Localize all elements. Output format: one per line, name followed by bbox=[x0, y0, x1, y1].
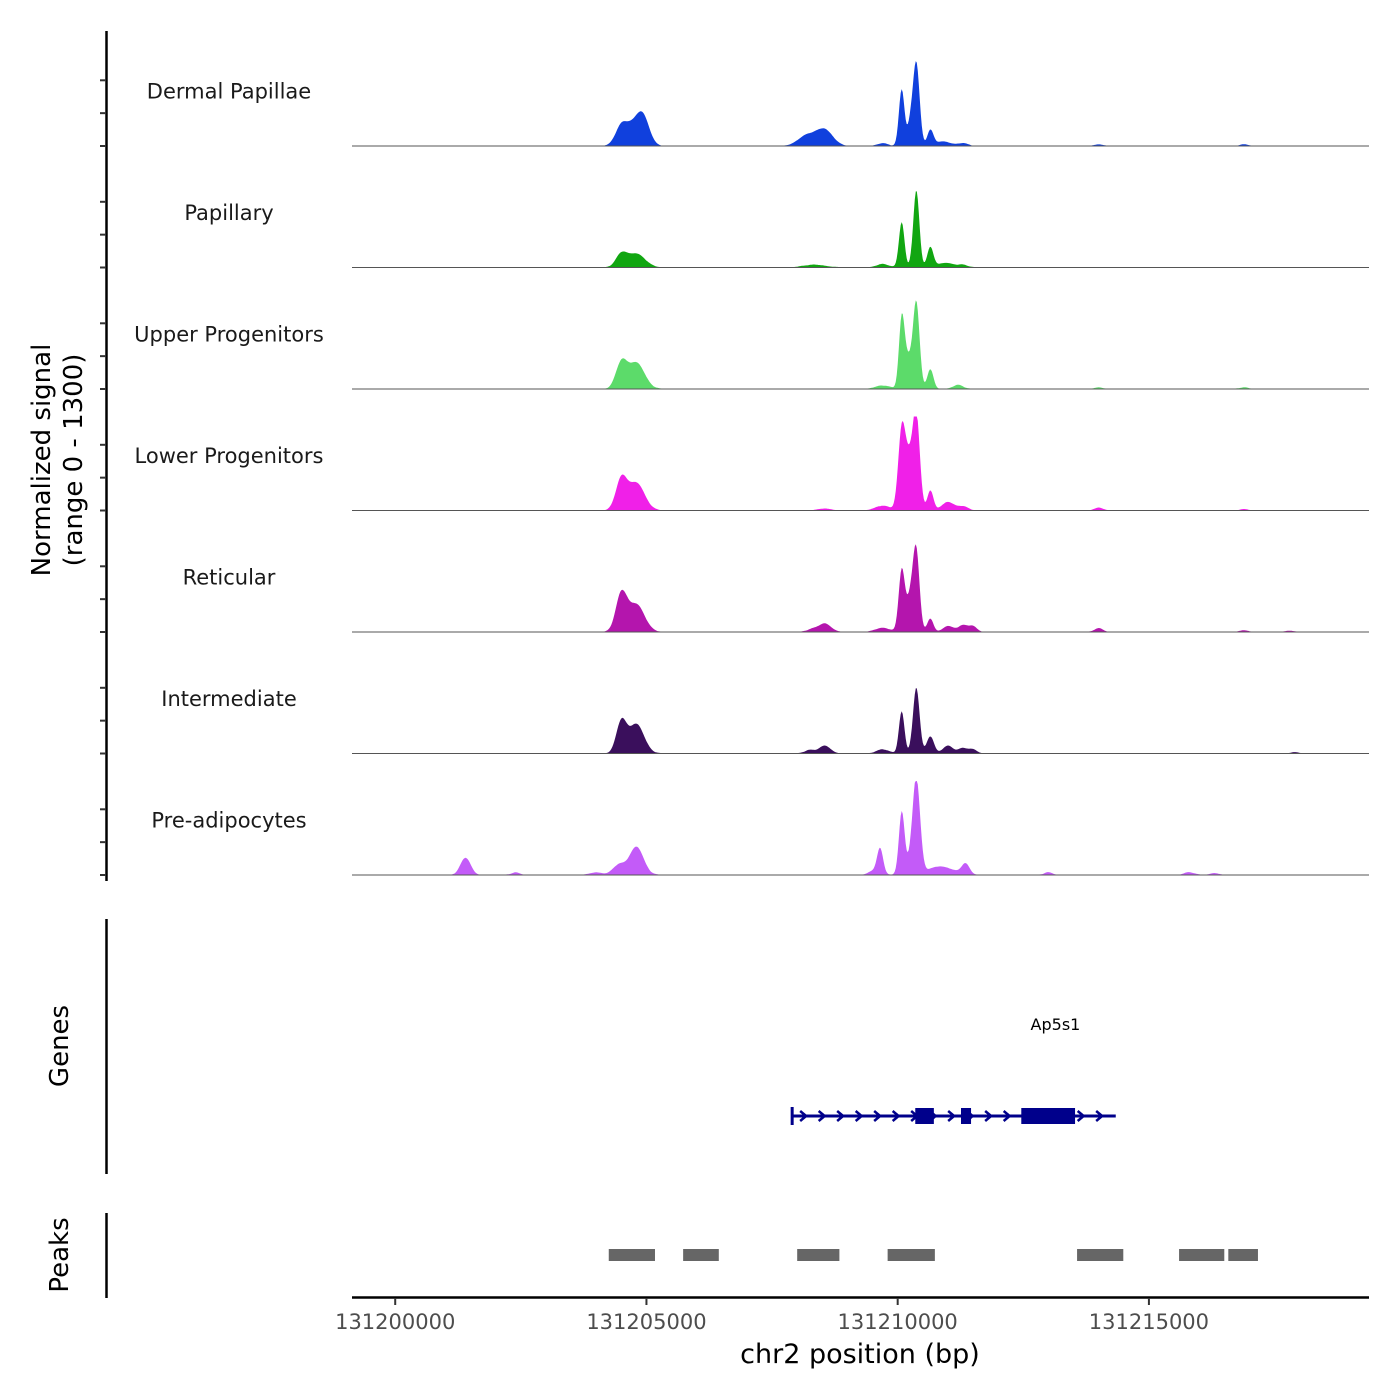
peaks-axis-label: Peaks bbox=[45, 1217, 75, 1292]
peak-region bbox=[1077, 1249, 1124, 1261]
strand-arrow-icon bbox=[947, 1110, 957, 1122]
strand-arrow-icon bbox=[799, 1110, 809, 1122]
strand-arrow-icon bbox=[817, 1110, 827, 1122]
signal-area-reticular bbox=[352, 544, 1369, 632]
signal-area-pre-adipocytes bbox=[352, 781, 1369, 875]
track-label: Pre-adipocytes bbox=[151, 809, 306, 833]
x-tick-label: 131210000 bbox=[838, 1310, 958, 1334]
track-label: Intermediate bbox=[161, 687, 297, 711]
track-label: Lower Progenitors bbox=[135, 444, 324, 468]
strand-arrow-icon bbox=[1095, 1110, 1105, 1122]
peaks-track: Peaks bbox=[45, 1213, 1258, 1298]
peak-region bbox=[683, 1249, 719, 1261]
gene-exon bbox=[915, 1108, 934, 1124]
y-axis-label-line1: Normalized signal bbox=[27, 344, 57, 577]
peak-region bbox=[887, 1249, 935, 1261]
strand-arrow-icon bbox=[984, 1110, 994, 1122]
peak-region bbox=[608, 1249, 655, 1261]
x-tick-label: 131200000 bbox=[335, 1310, 455, 1334]
genes-axis-label: Genes bbox=[45, 1005, 75, 1087]
signal-tracks: Dermal Papillae Papillary Upper Progenitor… bbox=[134, 61, 1369, 876]
strand-arrow-icon bbox=[873, 1110, 883, 1122]
signal-area-dermal-papillae bbox=[352, 61, 1369, 146]
peak-region bbox=[1228, 1249, 1258, 1261]
signal-y-axis: Normalized signal (range 0 - 1300) bbox=[27, 31, 108, 881]
track-label: Upper Progenitors bbox=[134, 323, 324, 347]
strand-arrow-icon bbox=[1076, 1110, 1086, 1122]
gene-name-label: Ap5s1 bbox=[1031, 1015, 1081, 1034]
signal-area-papillary bbox=[352, 191, 1369, 268]
strand-arrow-icon bbox=[891, 1110, 901, 1122]
y-axis-label-line2: (range 0 - 1300) bbox=[59, 354, 89, 567]
x-axis-label: chr2 position (bp) bbox=[740, 1339, 980, 1370]
gene-exon bbox=[1021, 1108, 1076, 1124]
strand-arrow-icon bbox=[854, 1110, 864, 1122]
genes-track: Genes Ap5s1 bbox=[45, 919, 1116, 1174]
track-label: Reticular bbox=[183, 566, 276, 590]
peak-region bbox=[1179, 1249, 1225, 1261]
strand-arrow-icon bbox=[1002, 1110, 1012, 1122]
signal-area-intermediate bbox=[352, 688, 1369, 754]
track-label: Dermal Papillae bbox=[147, 80, 311, 104]
x-tick-label: 131205000 bbox=[586, 1310, 706, 1334]
track-label: Papillary bbox=[184, 201, 273, 225]
x-tick-label: 131215000 bbox=[1089, 1310, 1209, 1334]
signal-area-lower-progenitors bbox=[352, 416, 1369, 511]
peak-region bbox=[797, 1249, 840, 1261]
x-axis: chr2 position (bp) 131200000 131205000 131… bbox=[335, 1296, 1369, 1370]
signal-area-upper-progenitors bbox=[352, 300, 1369, 389]
gene-exon bbox=[960, 1108, 972, 1124]
strand-arrow-icon bbox=[836, 1110, 846, 1122]
